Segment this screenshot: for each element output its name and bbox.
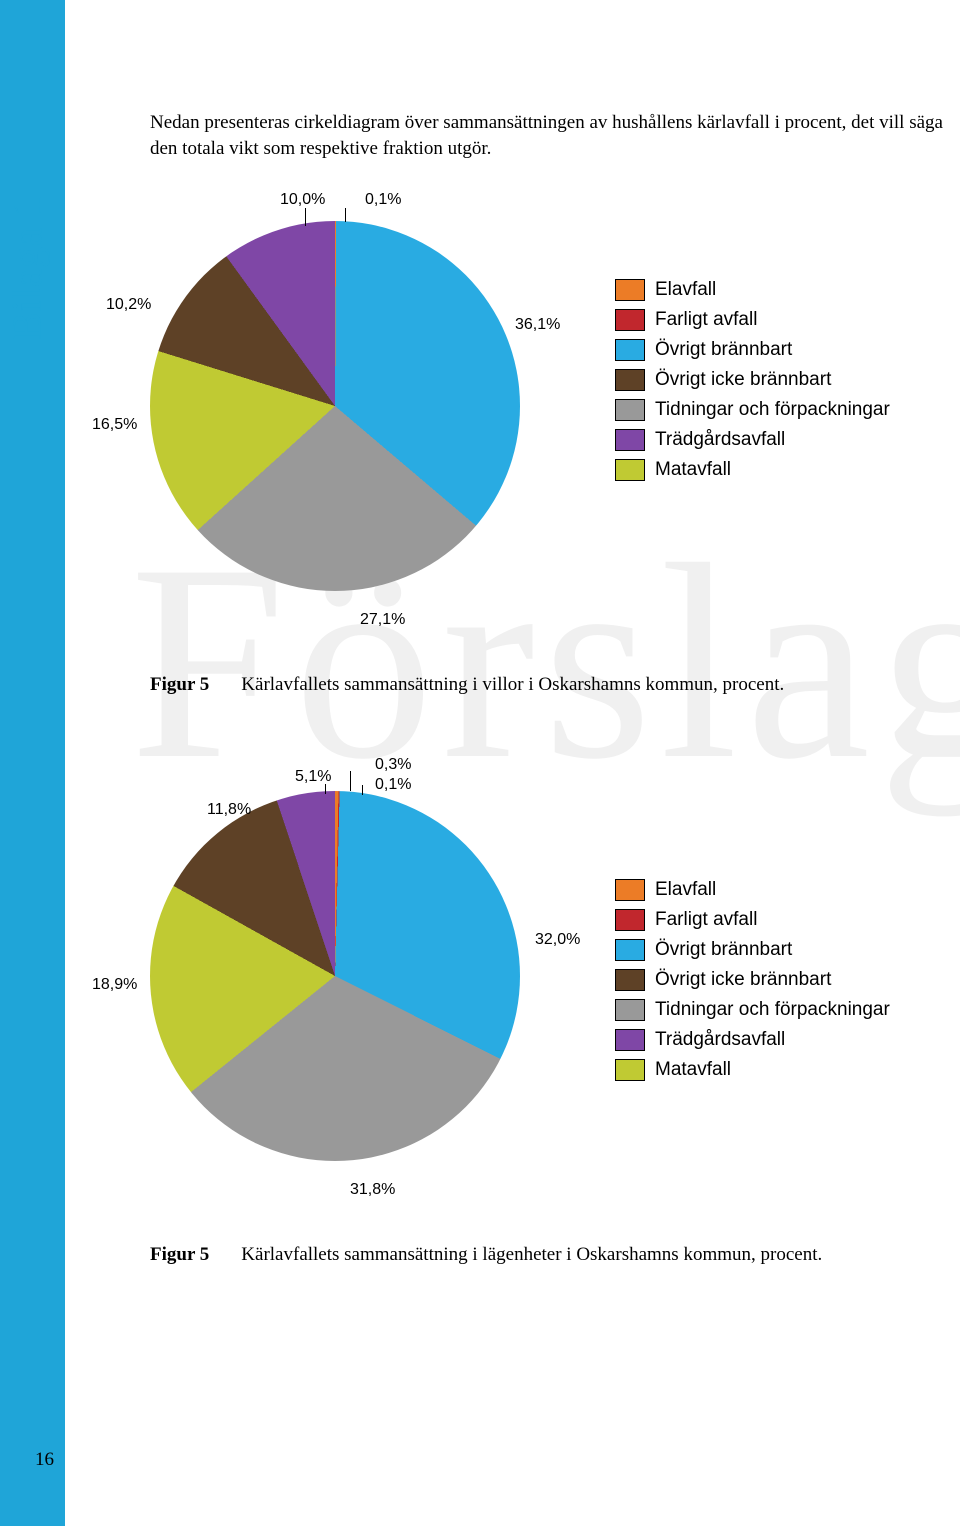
legend-label: Trädgårdsavfall bbox=[655, 429, 785, 451]
legend-item: Övrigt icke brännbart bbox=[615, 969, 890, 991]
swatch bbox=[615, 999, 645, 1021]
label-ovrigt-icke-1: 10,2% bbox=[106, 296, 151, 314]
legend-2: Elavfall Farligt avfall Övrigt brännbart… bbox=[615, 879, 890, 1089]
label-ovrigt-brannbart-1: 36,1% bbox=[515, 316, 560, 334]
pie-2-wrap bbox=[150, 791, 520, 1161]
swatch bbox=[615, 429, 645, 451]
legend-item: Övrigt brännbart bbox=[615, 939, 890, 961]
legend-item: Matavfall bbox=[615, 459, 890, 481]
leader bbox=[345, 208, 346, 222]
legend-item: Övrigt brännbart bbox=[615, 339, 890, 361]
pie-1-wrap bbox=[150, 221, 520, 591]
caption-strong-1: Figur 5 bbox=[150, 674, 209, 695]
swatch bbox=[615, 339, 645, 361]
legend-label: Elavfall bbox=[655, 279, 716, 301]
legend-item: Övrigt icke brännbart bbox=[615, 369, 890, 391]
leader bbox=[362, 785, 363, 795]
swatch bbox=[615, 459, 645, 481]
page: Bilaga 1 Förslag Nedan presenteras cirke… bbox=[0, 0, 960, 1526]
swatch bbox=[615, 1059, 645, 1081]
swatch bbox=[615, 939, 645, 961]
legend-label: Trädgårdsavfall bbox=[655, 1029, 785, 1051]
legend-label: Övrigt icke brännbart bbox=[655, 969, 831, 991]
caption-text-1: Kärlavfallets sammansättning i villor i … bbox=[241, 674, 784, 695]
legend-label: Tidningar och förpackningar bbox=[655, 399, 890, 421]
label-elavfall-2: 0,3% bbox=[375, 756, 411, 774]
legend-item: Farligt avfall bbox=[615, 309, 890, 331]
swatch bbox=[615, 279, 645, 301]
label-matavfall-2: 18,9% bbox=[92, 976, 137, 994]
caption-1: Figur 5 Kärlavfallets sammansättning i v… bbox=[150, 674, 784, 696]
swatch bbox=[615, 1029, 645, 1051]
sidebar-label: Bilaga 1 bbox=[4, 195, 52, 340]
legend-item: Elavfall bbox=[615, 879, 890, 901]
legend-item: Tidningar och förpackningar bbox=[615, 999, 890, 1021]
legend-label: Matavfall bbox=[655, 459, 731, 481]
chart-2-block: 0,3% 0,1% 5,1% 11,8% 32,0% 31,8% 18,9% E… bbox=[150, 761, 950, 1271]
label-elavfall-1: 0,1% bbox=[365, 191, 401, 209]
legend-label: Övrigt brännbart bbox=[655, 939, 792, 961]
legend-label: Övrigt icke brännbart bbox=[655, 369, 831, 391]
caption-2: Figur 5 Kärlavfallets sammansättning i l… bbox=[150, 1244, 822, 1266]
swatch bbox=[615, 909, 645, 931]
swatch bbox=[615, 879, 645, 901]
swatch bbox=[615, 399, 645, 421]
legend-item: Trädgårdsavfall bbox=[615, 1029, 890, 1051]
pie-chart-2 bbox=[150, 791, 520, 1161]
legend-label: Farligt avfall bbox=[655, 909, 757, 931]
chart-1-block: 0,1% 10,0% 36,1% 27,1% 16,5% 10,2% Elavf… bbox=[150, 191, 950, 701]
legend-item: Matavfall bbox=[615, 1059, 890, 1081]
legend-item: Tidningar och förpackningar bbox=[615, 399, 890, 421]
legend-item: Trädgårdsavfall bbox=[615, 429, 890, 451]
legend-label: Övrigt brännbart bbox=[655, 339, 792, 361]
label-ovrigt-icke-2: 11,8% bbox=[207, 801, 251, 819]
caption-strong-2: Figur 5 bbox=[150, 1244, 209, 1265]
caption-text-2: Kärlavfallets sammansättning i lägenhete… bbox=[241, 1244, 822, 1265]
label-tidningar-1: 27,1% bbox=[360, 611, 405, 629]
label-matavfall-1: 16,5% bbox=[92, 416, 137, 434]
legend-label: Tidningar och förpackningar bbox=[655, 999, 890, 1021]
legend-item: Elavfall bbox=[615, 279, 890, 301]
label-tidningar-2: 31,8% bbox=[350, 1181, 395, 1199]
leader bbox=[350, 771, 351, 791]
swatch bbox=[615, 969, 645, 991]
swatch bbox=[615, 369, 645, 391]
legend-label: Farligt avfall bbox=[655, 309, 757, 331]
legend-item: Farligt avfall bbox=[615, 909, 890, 931]
label-tradgard-1: 10,0% bbox=[280, 191, 325, 209]
leader bbox=[305, 208, 306, 226]
label-farligt-2: 0,1% bbox=[375, 776, 411, 794]
content-area: Nedan presenteras cirkeldiagram över sam… bbox=[150, 110, 950, 1271]
legend-label: Matavfall bbox=[655, 1059, 731, 1081]
leader bbox=[325, 784, 326, 794]
page-number: 16 bbox=[35, 1449, 54, 1471]
legend-1: Elavfall Farligt avfall Övrigt brännbart… bbox=[615, 279, 890, 489]
intro-paragraph: Nedan presenteras cirkeldiagram över sam… bbox=[150, 110, 960, 161]
legend-label: Elavfall bbox=[655, 879, 716, 901]
pie-chart-1 bbox=[150, 221, 520, 591]
swatch bbox=[615, 309, 645, 331]
label-ovrigt-brannbart-2: 32,0% bbox=[535, 931, 580, 949]
